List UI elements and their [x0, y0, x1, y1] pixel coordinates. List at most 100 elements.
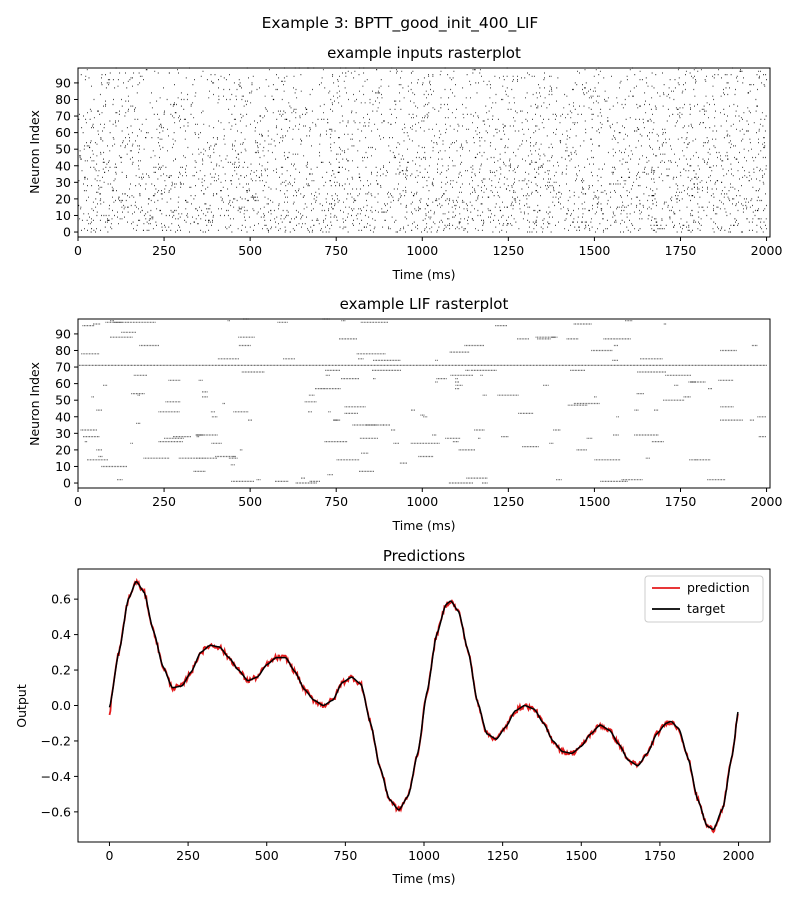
input-spike-row — [137, 135, 731, 137]
input-spike-row — [84, 79, 767, 81]
input-spike-row — [96, 191, 708, 193]
y-tick-label: −0.6 — [41, 804, 71, 819]
input-spike-row — [102, 161, 739, 163]
lif-spike-row — [84, 441, 664, 443]
input-spike-row — [78, 180, 761, 182]
lif-spike-row — [344, 412, 534, 414]
lif-raster-xlabel: Time (ms) — [391, 518, 455, 533]
input-spike-row — [84, 160, 755, 162]
input-spike-row — [99, 186, 754, 188]
input-spike-row — [90, 231, 764, 233]
input-spike-row — [105, 87, 730, 89]
lif-spike-row — [83, 436, 766, 438]
input-spike-row — [87, 185, 742, 187]
y-tick-label: 0.2 — [51, 663, 71, 678]
y-tick-label: 90 — [55, 326, 71, 341]
input-spike-row — [149, 102, 708, 104]
input-spike-row — [83, 183, 765, 185]
lif-spike-row — [315, 388, 712, 390]
inputs-raster-title: example inputs rasterplot — [327, 44, 521, 62]
input-spike-row — [90, 166, 758, 168]
y-tick-label: 80 — [55, 92, 71, 107]
input-spike-row — [87, 112, 763, 114]
input-spike-row — [96, 163, 732, 165]
input-spike-row — [83, 115, 767, 117]
predictions-legend: prediction target — [644, 575, 764, 623]
input-spike-row — [100, 151, 740, 154]
input-spike-row — [83, 190, 759, 192]
x-tick-label: 1750 — [644, 848, 676, 863]
y-tick-label: −0.4 — [41, 769, 71, 784]
lif-spike-row — [361, 452, 369, 454]
input-spike-row — [139, 128, 760, 130]
lif-spike-row — [248, 419, 754, 421]
input-spike-row — [97, 203, 742, 205]
input-spike-row — [97, 130, 766, 132]
lif-spike-row — [96, 409, 659, 411]
x-tick-label: 1250 — [492, 243, 524, 258]
lif-spike-row — [117, 479, 726, 481]
lif-spike-row — [344, 406, 734, 408]
input-spike-row — [85, 122, 755, 124]
input-spike-row — [94, 168, 767, 170]
target-line — [108, 581, 739, 831]
x-tick-label: 1750 — [665, 243, 697, 258]
input-spike-row — [98, 133, 745, 135]
y-tick-label: 60 — [55, 376, 71, 391]
input-spike-row — [223, 88, 758, 91]
lif-spike-row — [435, 381, 706, 383]
input-spike-row — [90, 221, 765, 223]
lif-spike-row — [567, 404, 588, 406]
lif-spike-row — [80, 429, 561, 431]
lif-spike-row — [93, 323, 667, 325]
input-spike-row — [77, 219, 737, 221]
lif-spike-row — [158, 411, 331, 413]
figure-suptitle: Example 3: BPTT_good_init_400_LIF — [261, 14, 539, 32]
input-spike-row — [85, 75, 760, 77]
input-spike-row — [99, 193, 766, 195]
inputs-raster-spikes — [77, 67, 767, 233]
x-tick-label: 750 — [324, 243, 348, 258]
lif-spike-row — [522, 446, 539, 448]
y-tick-label: 60 — [55, 125, 71, 140]
lif-spike-row — [222, 402, 600, 405]
lif-spike-row — [133, 374, 691, 376]
x-tick-label: 250 — [152, 494, 176, 509]
x-tick-label: 0 — [74, 494, 82, 509]
input-spike-row — [81, 229, 753, 231]
input-spike-row — [96, 143, 764, 145]
input-spike-row — [99, 93, 736, 96]
input-spike-row — [80, 206, 751, 208]
lif-spike-row — [591, 349, 737, 352]
y-tick-label: 70 — [55, 360, 71, 375]
lif-spike-row — [105, 321, 388, 323]
lif-spike-row — [301, 477, 488, 479]
input-spike-row — [84, 228, 767, 230]
input-spike-row — [100, 137, 765, 139]
lif-spike-row — [420, 414, 425, 416]
input-spike-row — [89, 108, 725, 110]
y-tick-label: 0 — [63, 476, 71, 491]
input-spike-row — [86, 69, 741, 71]
input-spike-row — [79, 150, 762, 152]
input-spike-row — [104, 226, 761, 228]
x-tick-label: 1000 — [406, 243, 438, 258]
lif-spike-row — [230, 464, 235, 466]
input-spike-row — [109, 120, 748, 122]
lif-spike-row — [327, 474, 333, 476]
input-spike-row — [89, 146, 766, 149]
lif-spike-row — [217, 358, 663, 360]
x-tick-label: 2000 — [751, 243, 783, 258]
y-tick-label: 0 — [63, 225, 71, 240]
x-tick-label: 1000 — [406, 494, 438, 509]
input-spike-row — [127, 95, 722, 97]
x-tick-label: 1000 — [408, 848, 440, 863]
lif-spike-row — [77, 364, 767, 366]
y-tick-label: 20 — [55, 191, 71, 206]
input-spike-row — [136, 92, 750, 94]
input-spike-row — [79, 113, 725, 115]
input-spike-row — [79, 155, 729, 157]
input-spike-row — [83, 148, 752, 150]
lif-spike-row — [231, 480, 628, 482]
x-tick-label: 1500 — [579, 494, 611, 509]
